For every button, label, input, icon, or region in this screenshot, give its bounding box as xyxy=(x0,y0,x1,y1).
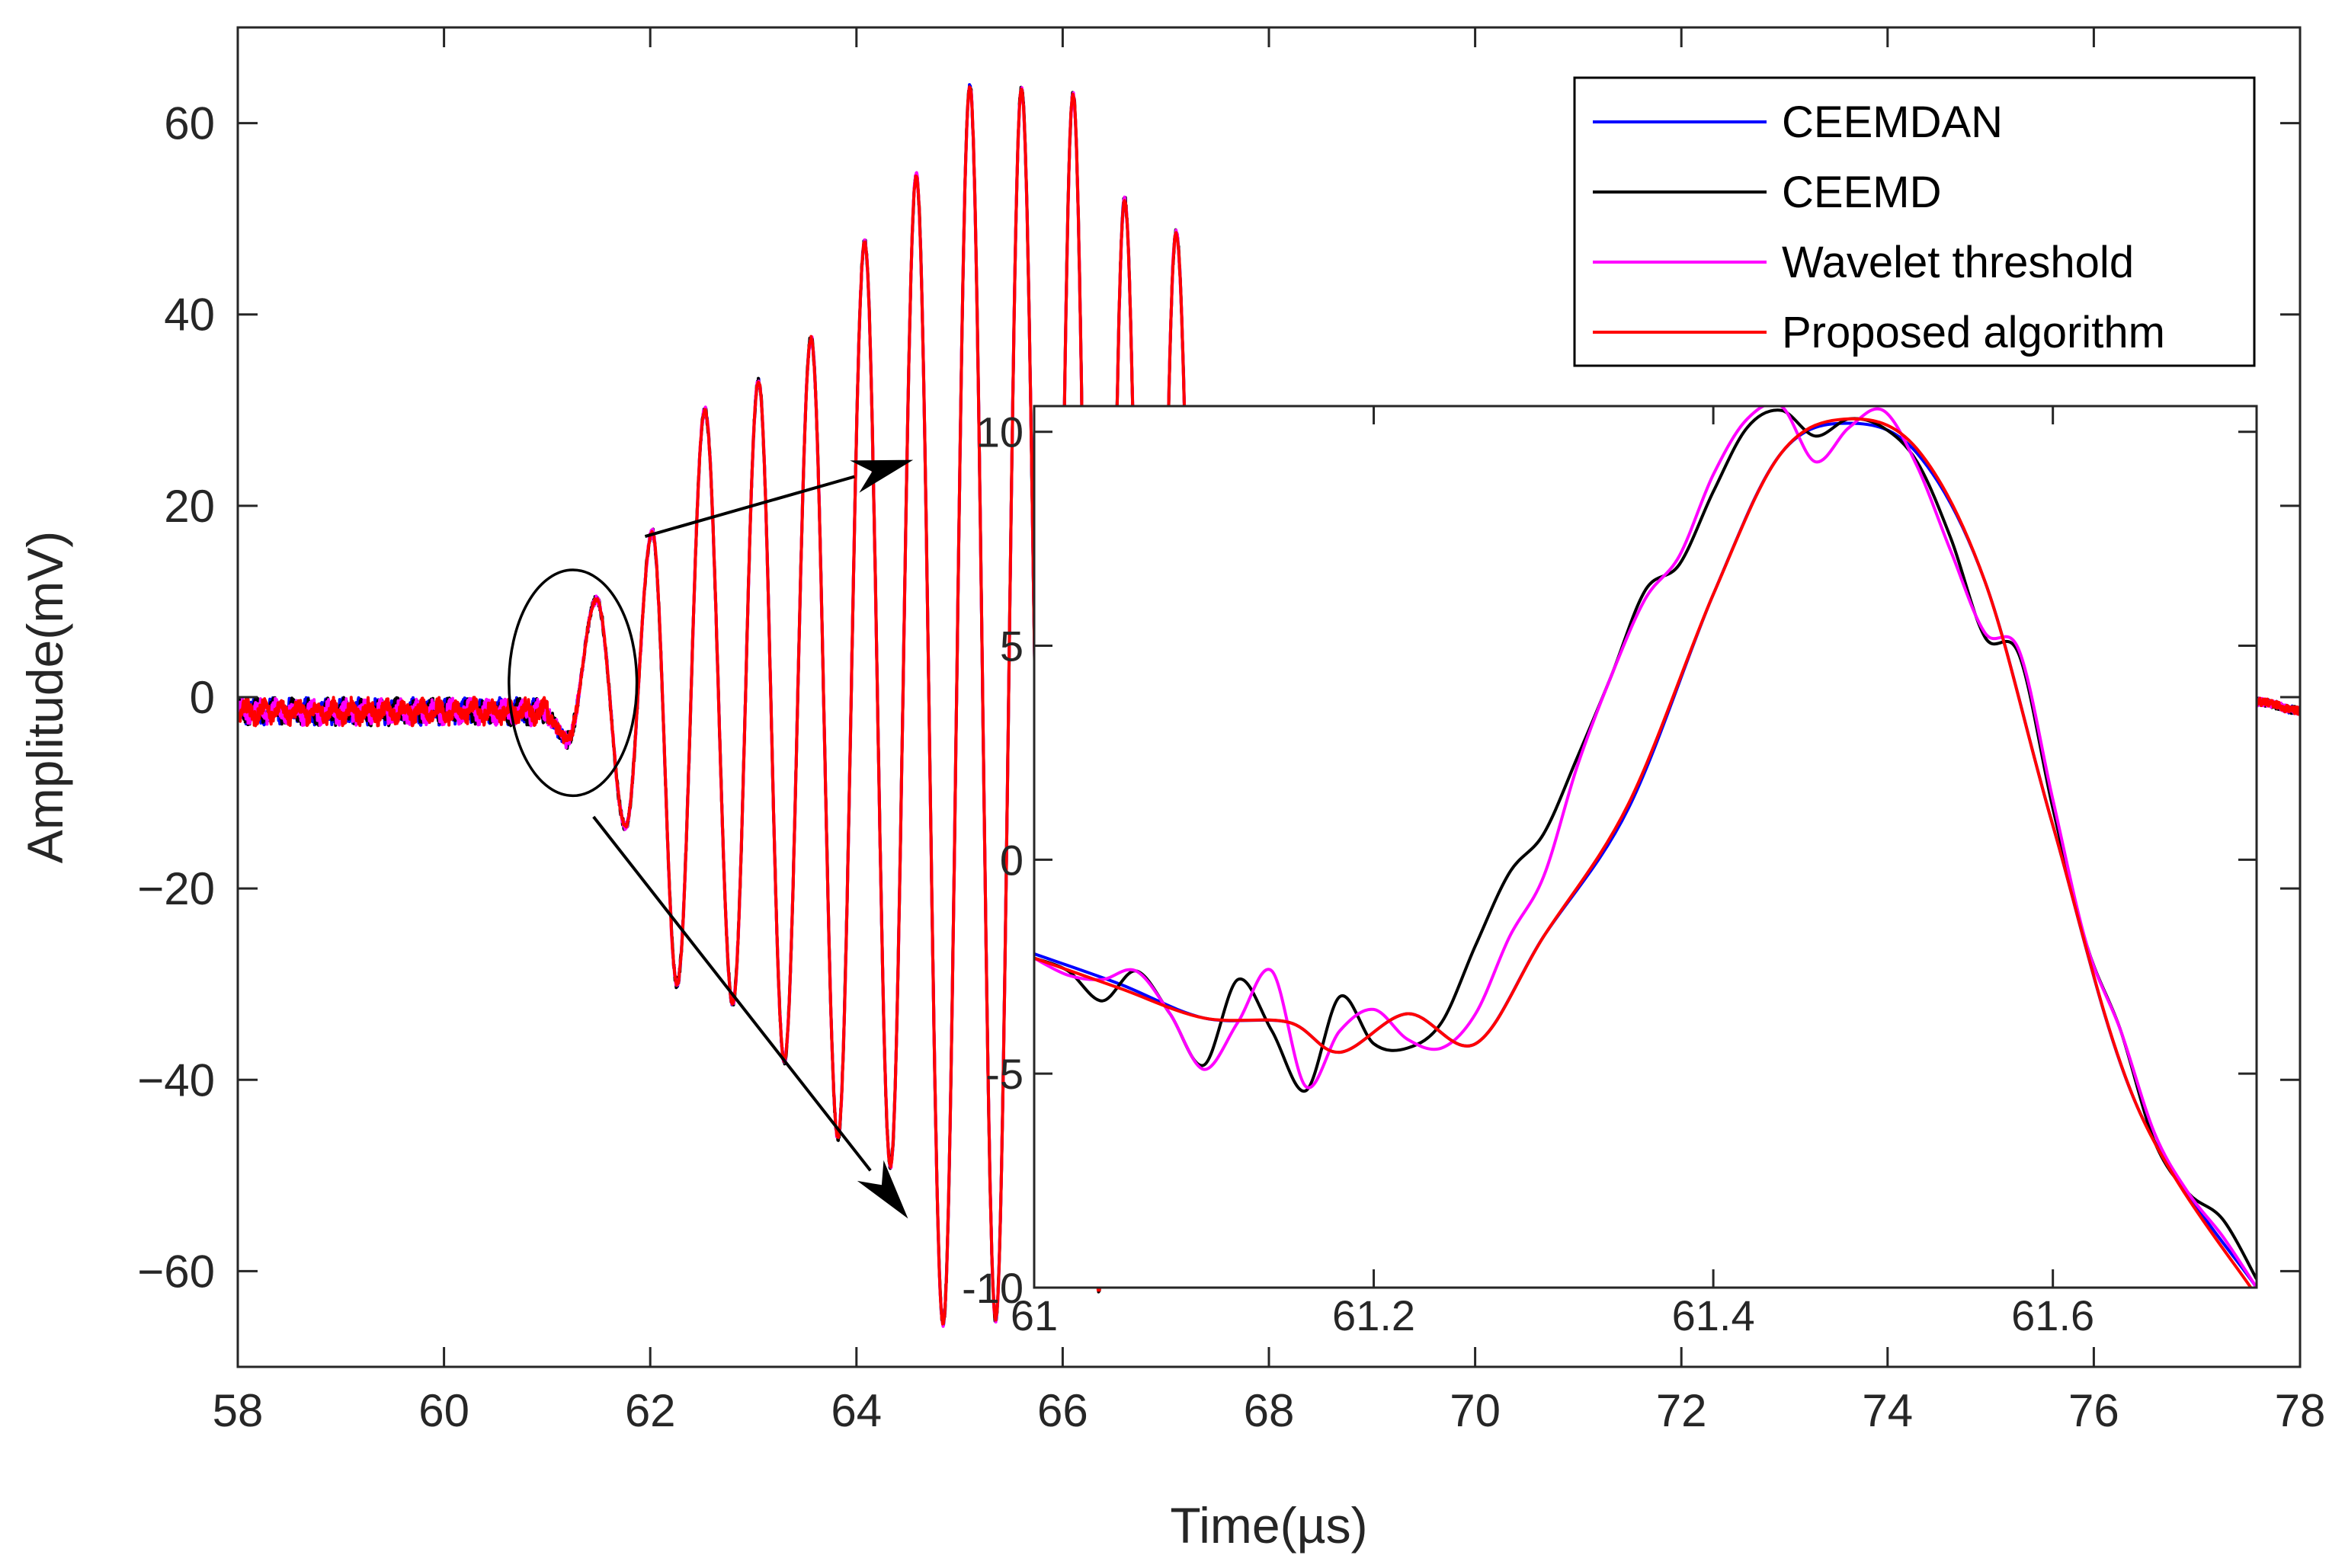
zoom-arrow-line xyxy=(644,475,855,538)
legend-label: CEEMD xyxy=(1782,168,1941,217)
inset-y-tick-label: 5 xyxy=(1000,622,1024,670)
legend-label: Proposed algorithm xyxy=(1782,308,2165,357)
zoom-arrow-head xyxy=(850,459,914,493)
x-tick-label: 58 xyxy=(213,1385,264,1436)
inset-ticks: 61 61.2 61.4 61.6 10 5 0 -5 -10 xyxy=(962,406,2257,1339)
x-tick-label: 64 xyxy=(831,1385,882,1436)
x-tick-label: 70 xyxy=(1450,1385,1501,1436)
legend-label: CEEMDAN xyxy=(1782,98,2003,147)
legend: CEEMDAN CEEMD Wavelet threshold Proposed al… xyxy=(1573,76,2256,367)
zoom-arrow-head xyxy=(857,1160,908,1219)
inset-x-tick-label: 61.6 xyxy=(2011,1291,2094,1339)
inset-series-group xyxy=(1034,406,2257,1288)
inset-series-line-wavelet-threshold xyxy=(1034,406,2257,1288)
x-tick-label: 68 xyxy=(1244,1385,1295,1436)
x-tick-label: 66 xyxy=(1037,1385,1088,1436)
legend-box xyxy=(1573,76,2256,367)
x-tick-label: 60 xyxy=(418,1385,469,1436)
main-ticks: 58 60 62 64 66 68 70 72 74 76 78 60 40 20 0 −20 −40 −60 xyxy=(137,27,2325,1436)
x-tick-label: 62 xyxy=(625,1385,676,1436)
inset-y-tick-label: 10 xyxy=(976,408,1024,456)
legend-label: Wavelet threshold xyxy=(1782,238,2134,287)
inset-series-line-proposed-algorithm xyxy=(1034,417,2253,1288)
inset-y-tick-label: 0 xyxy=(1000,836,1024,884)
x-tick-label: 74 xyxy=(1862,1385,1913,1436)
y-tick-label: −60 xyxy=(137,1246,215,1297)
main-annotations xyxy=(508,459,914,1219)
y-tick-label: 40 xyxy=(164,290,215,341)
zoom-arrow-line xyxy=(592,815,872,1172)
inset-plot-background xyxy=(1034,406,2257,1288)
inset-x-tick-label: 61 xyxy=(1011,1291,1058,1339)
x-tick-label: 72 xyxy=(1656,1385,1707,1436)
x-axis-label: Time(µs) xyxy=(1170,1497,1367,1554)
inset-x-tick-label: 61.4 xyxy=(1672,1291,1755,1339)
x-tick-label: 78 xyxy=(2275,1385,2326,1436)
x-tick-label: 76 xyxy=(2068,1385,2119,1436)
inset-y-tick-label: -5 xyxy=(985,1050,1024,1098)
y-tick-label: 20 xyxy=(164,481,215,532)
inset-y-tick-label: -10 xyxy=(962,1264,1024,1312)
inset-plot: 61 61.2 61.4 61.6 10 5 0 -5 -10 xyxy=(962,405,2258,1339)
y-tick-label: 0 xyxy=(190,672,215,723)
y-tick-label: −20 xyxy=(137,863,215,914)
inset-x-tick-label: 61.2 xyxy=(1332,1291,1415,1339)
y-axis-label: Amplitude(mV) xyxy=(17,531,73,863)
inset-axes-box xyxy=(1033,405,2258,1289)
y-tick-label: −40 xyxy=(137,1054,215,1106)
y-tick-label: 60 xyxy=(164,98,215,149)
zoom-region-ellipse xyxy=(508,568,639,798)
